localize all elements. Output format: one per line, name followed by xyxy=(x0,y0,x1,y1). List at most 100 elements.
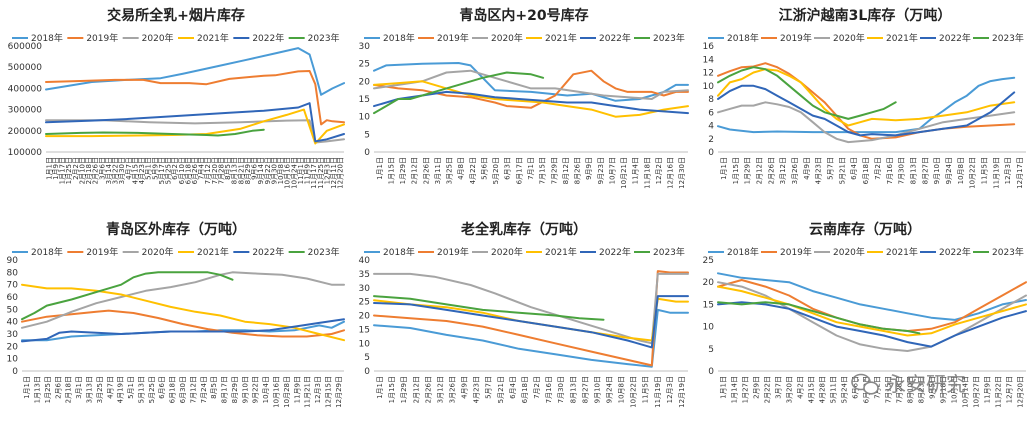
x-tick-label: 8月10日 xyxy=(907,376,915,403)
y-tick-label: 200000 xyxy=(8,127,43,137)
legend-item: 2020年 xyxy=(814,246,865,258)
x-tick-label: 7月2日 xyxy=(533,376,541,399)
x-tick-label: 3月12日 xyxy=(436,376,444,403)
x-tick-label: 1月14日 xyxy=(731,376,739,403)
series-line-2019 xyxy=(717,279,1027,332)
x-tick-label: 8月13日 xyxy=(569,376,577,403)
wechat-icon xyxy=(851,373,879,395)
x-tick-label: 2月22日 xyxy=(764,376,772,403)
legend-label: 2022年 xyxy=(599,32,631,44)
legend-item: 2019年 xyxy=(418,32,469,44)
x-tick-label: 8月27日 xyxy=(581,376,589,403)
legend-label: 2019年 xyxy=(437,32,469,44)
series-line-2019 xyxy=(45,70,345,126)
legend-item: 2019年 xyxy=(418,246,469,258)
x-tick-label: 11月25日 xyxy=(317,157,325,189)
series-line-2022 xyxy=(373,295,689,349)
legend-label: 2021年 xyxy=(545,246,577,258)
legend-label: 2020年 xyxy=(833,246,865,258)
y-tick-label: 5 xyxy=(364,353,370,363)
x-tick-label: 11月17日 xyxy=(310,157,318,189)
x-tick-label: 7月30日 xyxy=(898,157,906,184)
y-tick-label: 500000 xyxy=(8,63,43,73)
legend-item: 2019年 xyxy=(761,246,812,258)
y-tick-label: 20 xyxy=(359,77,371,87)
x-tick-label: 9月24日 xyxy=(606,376,614,403)
y-tick-label: 20 xyxy=(7,342,19,352)
x-tick-label: 3月20日 xyxy=(786,376,794,403)
x-tick-label: 3月12日 xyxy=(779,157,787,184)
legend-item: 2023年 xyxy=(634,32,685,44)
x-tick-label: 8月17日 xyxy=(221,376,229,403)
y-tick-label: 50 xyxy=(7,305,19,315)
x-tick-label: 10月22日 xyxy=(630,376,638,408)
x-tick-label: 10月8日 xyxy=(277,157,285,184)
legend-item: 2023年 xyxy=(288,32,340,44)
chart-panel-2: 青岛区内+20号库存 2018年 2019年 2020年 2021年 2022年 2023年… xyxy=(352,0,696,210)
y-tick-label: 40 xyxy=(359,256,371,266)
legend-label: 2020年 xyxy=(142,246,174,258)
y-tick-label: 25 xyxy=(359,60,370,70)
chart-svg: 江浙沪越南3L库存（万吨）2018年 2019年 2020年 2021年 2022年 20… xyxy=(703,7,1026,189)
x-tick-label: 1月15日 xyxy=(387,157,395,184)
x-tick-label: 5月25日 xyxy=(165,157,173,184)
x-tick-label: 2月12日 xyxy=(755,157,763,184)
x-tick-label: 9月5日 xyxy=(929,376,937,399)
x-tick-label: 11月5日 xyxy=(642,376,650,403)
x-tick-label: 9月14日 xyxy=(257,157,265,184)
x-tick-label: 2月6日 xyxy=(54,376,62,399)
x-tick-label: 7月24日 xyxy=(200,376,208,403)
legend-label: 2023年 xyxy=(992,246,1024,258)
legend-label: 2023年 xyxy=(653,32,685,44)
chart-panel-1: 交易所全乳+烟片库存 2018年 2019年 2020年 2021年 2022年 2023年… xyxy=(0,0,352,210)
chart-panel-4: 青岛区外库存（万吨） 2018年 2019年 2020年 2021年 2022年 2023年… xyxy=(0,214,352,429)
legend-item: 2019年 xyxy=(67,32,118,44)
x-tick-label: 4月23日 xyxy=(473,376,481,403)
x-tick-label: 5月7日 xyxy=(827,157,835,180)
legend-label: 2020年 xyxy=(491,32,523,44)
y-tick-label: 15 xyxy=(703,300,714,310)
y-tick-label: 30 xyxy=(7,330,19,340)
legend-item: 2023年 xyxy=(973,246,1024,258)
x-tick-label: 4月23日 xyxy=(138,157,146,184)
x-tick-label: 1月9日 xyxy=(52,157,60,180)
y-tick-label: 30 xyxy=(359,284,371,294)
chart-svg: 老全乳库存（万吨） 2018年 2019年 2020年 2021年 2022年 2023年 0… xyxy=(359,221,689,408)
x-tick-label: 10月14日 xyxy=(962,376,970,408)
x-tick-label: 1月13日 xyxy=(34,376,42,403)
chart-svg: 青岛区外库存（万吨） 2018年 2019年 2020年 2021年 2022年 2023年… xyxy=(7,221,345,408)
legend-label: 2021年 xyxy=(886,246,918,258)
y-tick-label: 20 xyxy=(703,278,715,288)
x-tick-label: 12月11日 xyxy=(330,157,338,189)
x-tick-label: 3月6日 xyxy=(98,157,106,180)
x-tick-label: 10月16日 xyxy=(284,157,292,189)
x-tick-label: 7月28日 xyxy=(896,376,904,403)
x-tick-label: 6月10日 xyxy=(178,157,186,184)
legend-label: 2018年 xyxy=(727,246,759,258)
legend-item: 2022年 xyxy=(920,246,971,258)
y-tick-label: 6 xyxy=(708,108,714,118)
chart-svg: 青岛区内+20号库存 2018年 2019年 2020年 2021年 2022年 2023年… xyxy=(359,7,689,189)
x-tick-label: 11月9日 xyxy=(984,376,992,403)
y-tick-label: 0 xyxy=(12,367,18,377)
x-tick-label: 8月27日 xyxy=(921,157,929,184)
x-tick-label: 1月29日 xyxy=(744,157,752,184)
series-line-2021 xyxy=(717,285,1027,337)
x-tick-label: 5月25日 xyxy=(148,376,156,403)
x-tick-label: 1月1日 xyxy=(720,376,728,399)
x-tick-label: 7月28日 xyxy=(217,157,225,184)
x-tick-label: 8月5日 xyxy=(210,376,218,399)
legend-item: 2019年 xyxy=(761,32,812,44)
chart-panel-3: 江浙沪越南3L库存（万吨） 2018年 2019年 2020年 2021年 2022年 20… xyxy=(696,0,1034,210)
y-tick-label: 40 xyxy=(7,318,19,328)
x-tick-label: 4月22日 xyxy=(469,157,477,184)
x-tick-label: 2月26日 xyxy=(767,157,775,184)
legend-label: 2020年 xyxy=(491,246,523,258)
legend-item: 2022年 xyxy=(233,246,284,258)
x-tick-label: 7月30日 xyxy=(557,376,565,403)
x-tick-label: 7月1日 xyxy=(527,157,535,180)
y-tick-label: 10 xyxy=(703,82,715,92)
x-tick-label: 9月22日 xyxy=(264,157,272,184)
x-tick-label: 6月6日 xyxy=(158,376,166,399)
series-line-2020 xyxy=(717,101,1016,144)
